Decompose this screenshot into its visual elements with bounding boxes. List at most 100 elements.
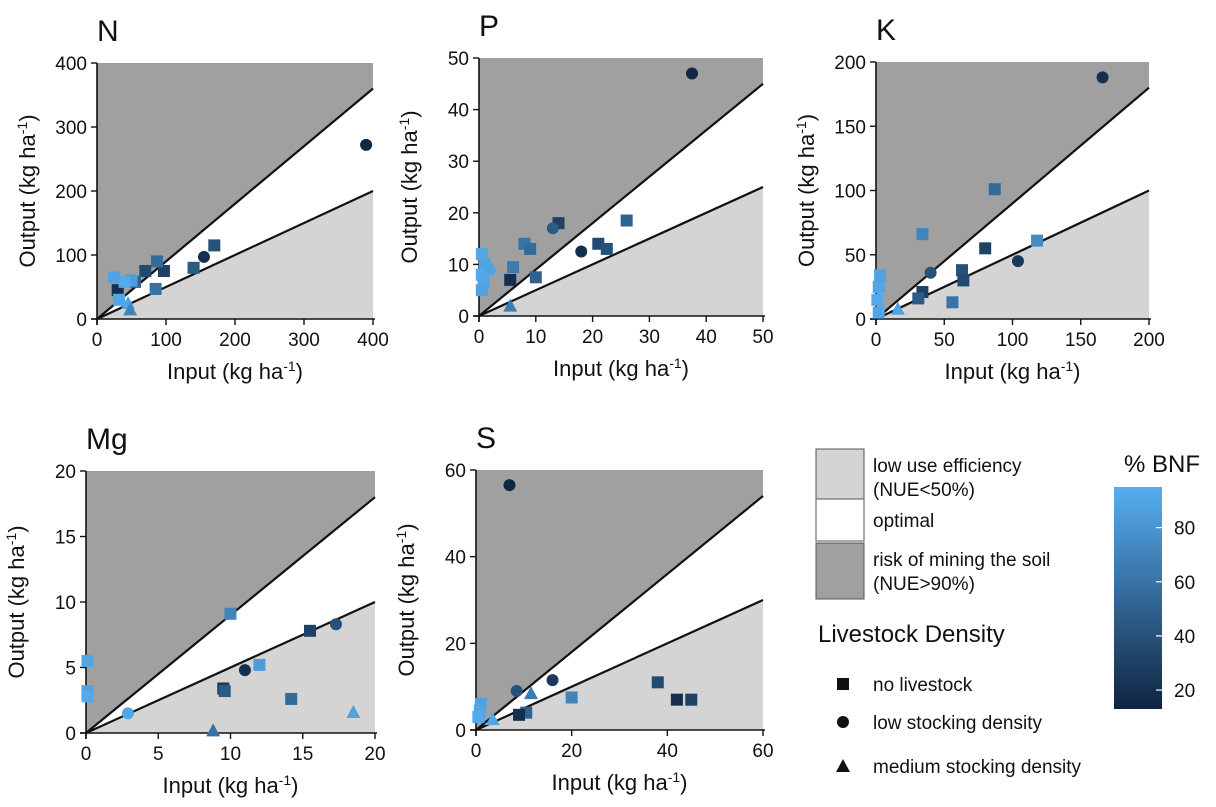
region-label-mine: (NUE>90%): [873, 574, 975, 595]
data-point-square: [620, 214, 633, 227]
y-tick-label: 40: [445, 548, 466, 569]
x-tick-label: 40: [696, 327, 717, 348]
data-point-circle: [546, 674, 559, 687]
panel-p: 0 10 20 30 40 50 0 10 20 30 40 50 P Input (kg ha-1) Ou…: [396, 10, 774, 381]
x-tick-label: 200: [1133, 330, 1165, 351]
y-tick-label: 100: [55, 246, 87, 267]
y-tick-label: 200: [834, 53, 866, 74]
y-axis-title: Output (kg ha-1): [793, 114, 819, 267]
panel-title: S: [476, 422, 496, 455]
data-point-square: [912, 292, 925, 305]
data-points: [108, 138, 373, 316]
data-point-square: [504, 273, 517, 286]
x-tick-label: 5: [153, 744, 164, 765]
y-tick-label: 0: [458, 307, 469, 328]
x-tick-label: 0: [92, 330, 103, 351]
x-tick-label: 200: [219, 330, 251, 351]
data-point-circle: [503, 479, 516, 492]
nue-90-line: [875, 86, 1150, 320]
x-tick-label: 10: [220, 744, 241, 765]
data-point-square: [957, 274, 970, 287]
data-point-triangle: [524, 686, 539, 700]
bnf-colorbar: % BNF 20 40 60 80: [1114, 451, 1200, 709]
x-tick-label: 150: [1065, 330, 1097, 351]
data-point-circle: [1096, 71, 1109, 84]
colorbar-tick-label: 80: [1174, 519, 1195, 540]
x-tick-label: 0: [81, 744, 92, 765]
data-point-square: [871, 293, 884, 306]
livestock-marker-triangle: [836, 759, 850, 772]
y-tick-label: 0: [76, 310, 87, 331]
y-tick-label: 20: [448, 204, 469, 225]
livestock-legend: no livestock low stocking density medium s…: [836, 675, 1082, 778]
data-points: [871, 71, 1109, 319]
region-label-low: (NUE<50%): [873, 480, 975, 501]
data-point-triangle: [890, 301, 905, 315]
data-point-triangle: [503, 298, 518, 312]
data-point-square: [955, 264, 968, 277]
x-axis-title: Input (kg ha-1): [163, 772, 299, 798]
data-point-square: [1031, 234, 1044, 247]
x-tick-label: 20: [561, 741, 582, 762]
data-points: [475, 67, 698, 312]
x-axis-title: Input (kg ha-1): [945, 358, 1081, 384]
y-tick-label: 10: [448, 255, 469, 276]
region-swatch-low: [815, 448, 865, 506]
x-tick-label: 15: [292, 744, 313, 765]
data-points: [81, 607, 361, 737]
livestock-label-triangle: medium stocking density: [873, 757, 1082, 778]
data-point-square: [303, 624, 316, 637]
y-axis-title: Output (kg ha-1): [3, 525, 29, 678]
data-point-square: [670, 693, 683, 706]
panel-title: P: [479, 10, 499, 43]
y-tick-label: 200: [55, 182, 87, 203]
data-point-square: [157, 265, 170, 277]
x-tick-label: 100: [997, 330, 1029, 351]
data-point-square: [565, 691, 578, 704]
panel-n: 0 100 200 300 400 0 100 200 300 400 N Input (kg ha-…: [14, 15, 389, 384]
colorbar-tick-label: 40: [1174, 627, 1195, 648]
data-point-square: [872, 280, 885, 293]
livestock-marker-square: [837, 678, 849, 690]
data-point-circle: [329, 618, 342, 631]
y-tick-label: 100: [834, 182, 866, 203]
data-point-circle: [575, 245, 588, 258]
panel-mg: 0 5 10 15 20 0 5 10 15 20 Mg Input (kg ha-1) Output …: [3, 423, 386, 798]
panel-s: 0 20 40 60 0 20 40 60 S Input (kg ha-1) Output (kg…: [393, 422, 774, 795]
y-axis-title: Output (kg ha-1): [396, 110, 422, 263]
y-tick-label: 50: [448, 49, 469, 70]
data-point-square: [139, 265, 152, 277]
y-axis-title: Output (kg ha-1): [393, 523, 419, 676]
data-point-square: [916, 228, 929, 241]
legend: low use efficiency (NUE<50%) optimal risk o…: [815, 448, 1200, 778]
data-point-square: [513, 708, 526, 721]
colorbar-title: % BNF: [1124, 451, 1200, 478]
data-point-square: [472, 711, 485, 723]
colorbar-tick-label: 20: [1174, 681, 1195, 702]
colorbar-gradient: [1114, 487, 1162, 709]
x-tick-label: 20: [582, 327, 603, 348]
panel-title: K: [876, 14, 896, 47]
data-point-circle: [1011, 255, 1024, 268]
data-point-square: [874, 269, 887, 282]
region-swatch-opt: [815, 498, 865, 542]
livestock-marker-circle: [837, 716, 849, 728]
data-point-triangle: [123, 302, 138, 316]
colorbar-tick-label: 60: [1174, 573, 1195, 594]
panel-k: 0 50 100 150 200 0 50 100 150 200 K Input (kg ha-1)…: [793, 14, 1165, 384]
data-point-square: [81, 690, 94, 703]
livestock-legend-title: Livestock Density: [818, 621, 1005, 648]
y-tick-label: 0: [65, 724, 76, 745]
y-tick-label: 400: [55, 54, 87, 75]
livestock-label-square: no livestock: [873, 675, 973, 696]
data-point-triangle: [485, 712, 500, 726]
region-legend: low use efficiency (NUE<50%) optimal risk o…: [815, 448, 1050, 600]
region-swatch-mine: [815, 542, 865, 600]
nue-90-line: [475, 495, 764, 731]
data-point-square: [224, 607, 237, 620]
x-tick-label: 0: [471, 741, 482, 762]
colorbar-ticks: 20 40 60 80: [1156, 519, 1195, 702]
y-tick-label: 300: [55, 118, 87, 139]
y-tick-label: 50: [845, 246, 866, 267]
